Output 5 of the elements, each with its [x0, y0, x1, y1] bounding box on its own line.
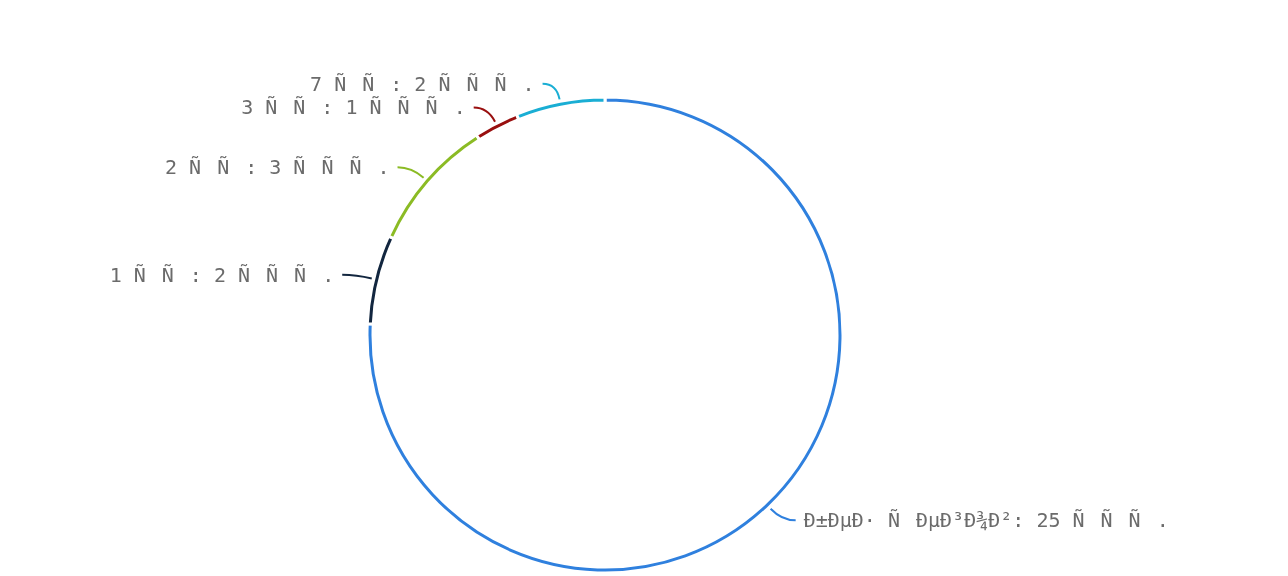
- slice-label: 3 ÑÑ: 1 ÑÑÑ.: [241, 95, 466, 120]
- slice-label: Ð±ÐµÐ· ÑÐµÐ³Ð¾Ð²: 25 ÑÑÑ.: [803, 508, 1169, 533]
- slice-label: 2 ÑÑ: 3 ÑÑÑ.: [165, 155, 390, 180]
- slice-label: 7 ÑÑ: 2 ÑÑÑ.: [310, 71, 535, 96]
- slice-label: 1 ÑÑ: 2 ÑÑÑ.: [109, 262, 335, 287]
